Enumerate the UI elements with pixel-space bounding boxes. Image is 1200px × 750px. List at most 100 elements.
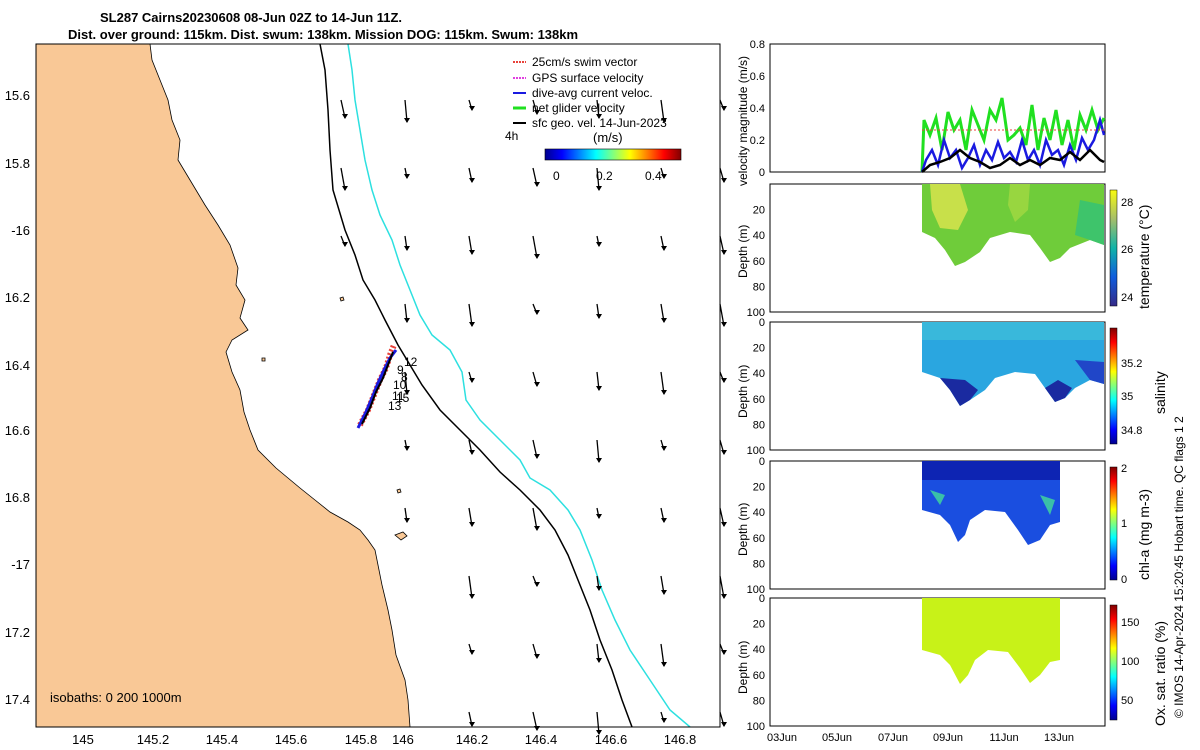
map-y-tick: 17.2 bbox=[5, 625, 30, 640]
map-y-tick: 16.6 bbox=[5, 423, 30, 438]
map-x-tick: 146.2 bbox=[456, 732, 489, 747]
isobath-200m bbox=[319, 44, 633, 727]
current-arrow-head bbox=[534, 254, 540, 259]
map-frame bbox=[35, 43, 721, 728]
current-arrow-head bbox=[661, 446, 667, 451]
current-arrow-head bbox=[404, 318, 410, 323]
track-day-label: 8 bbox=[401, 370, 408, 384]
current-arrow-head bbox=[661, 318, 667, 323]
velocity-ylabel: velocity magnitude (m/s) bbox=[736, 55, 750, 186]
time-label: 4h bbox=[505, 129, 518, 143]
salinity-ylabel: Depth (m) bbox=[736, 364, 750, 418]
current-arrow-head bbox=[342, 114, 348, 119]
land-mass bbox=[36, 44, 411, 727]
map-x-tick: 146.6 bbox=[595, 732, 628, 747]
current-arrow-head bbox=[534, 654, 540, 659]
current-arrow-head bbox=[404, 246, 410, 251]
map-x-tick: 146.4 bbox=[525, 732, 558, 747]
legend-label: net glider velocity bbox=[532, 101, 625, 115]
track-day-label: 15 bbox=[396, 391, 410, 405]
map-x-tick: 145 bbox=[72, 732, 94, 747]
surface-current-arrows bbox=[340, 99, 727, 735]
current-arrow-head bbox=[469, 450, 475, 455]
map-x-tick: 146 bbox=[392, 732, 414, 747]
track-day-label: 10 bbox=[393, 378, 407, 392]
track-day-label: 11 bbox=[392, 389, 405, 403]
current-arrow-head bbox=[596, 242, 602, 247]
current-arrow-head bbox=[469, 322, 475, 327]
colorbar-tick: 0 bbox=[553, 169, 560, 183]
colorbar-unit: (m/s) bbox=[593, 130, 623, 145]
oxygen-ylabel: Depth (m) bbox=[736, 640, 750, 694]
current-arrow-head bbox=[661, 518, 667, 523]
current-arrow-head bbox=[469, 106, 475, 111]
legend-label: sfc geo. vel. 14-Jun-2023 bbox=[532, 116, 667, 130]
map-y-tick: 16.4 bbox=[5, 358, 30, 373]
current-arrow-head bbox=[661, 662, 667, 667]
salinity-cblabel: salinity bbox=[1152, 371, 1168, 414]
track-day-label: 9 bbox=[397, 363, 404, 377]
current-arrow-head bbox=[661, 590, 667, 595]
chla-cblabel: chl-a (mg m-3) bbox=[1136, 488, 1152, 580]
current-arrow-head bbox=[469, 522, 475, 527]
current-arrow-head bbox=[469, 378, 475, 383]
legend-label: GPS surface velocity bbox=[532, 71, 643, 85]
current-arrow-head bbox=[534, 310, 540, 315]
current-arrow-head bbox=[534, 582, 540, 587]
current-arrow-head bbox=[596, 458, 602, 463]
isobath-1000m bbox=[347, 44, 691, 727]
current-arrow-head bbox=[596, 730, 602, 735]
current-arrow-head bbox=[469, 250, 475, 255]
map-y-tick: 15.6 bbox=[5, 88, 30, 103]
temperature-cblabel: temperature (°C) bbox=[1136, 204, 1152, 309]
island bbox=[339, 296, 345, 302]
current-arrow-head bbox=[721, 322, 727, 327]
current-arrow-head bbox=[469, 650, 475, 655]
plot-title-line1: SL287 Cairns20230608 08-Jun 02Z to 14-Ju… bbox=[100, 10, 403, 25]
current-arrow-head bbox=[596, 586, 602, 591]
current-arrow-head bbox=[534, 182, 540, 187]
current-arrow-head bbox=[721, 450, 727, 455]
current-arrow-head bbox=[721, 722, 727, 727]
map-y-tick: 17.4 bbox=[5, 692, 30, 707]
current-arrow-head bbox=[661, 718, 667, 723]
current-arrow-head bbox=[721, 650, 727, 655]
map-y-tick: -17 bbox=[11, 557, 30, 572]
current-arrow-head bbox=[534, 110, 540, 115]
current-arrow-head bbox=[469, 594, 475, 599]
map-y-tick: 16.2 bbox=[5, 290, 30, 305]
current-arrow-head bbox=[596, 314, 602, 319]
temperature-ylabel: Depth (m) bbox=[736, 224, 750, 278]
current-arrow-head bbox=[721, 106, 727, 111]
current-arrow-head bbox=[404, 118, 410, 123]
map-x-tick: 145.4 bbox=[206, 732, 239, 747]
credit-text: © IMOS 14-Apr-2024 15:20:45 Hobart time.… bbox=[1172, 416, 1186, 718]
current-arrow-head bbox=[404, 174, 410, 179]
current-arrow-head bbox=[661, 390, 667, 395]
current-arrow-head bbox=[721, 250, 727, 255]
current-arrow-head bbox=[661, 118, 667, 123]
legend-label: dive-avg current veloc. bbox=[532, 86, 653, 100]
current-arrow-head bbox=[721, 522, 727, 527]
map-y-axis: 15.6 15.8 -16 16.2 16.4 16.6 16.8 -17 17.2 17.4 bbox=[5, 88, 30, 707]
current-arrow-head bbox=[661, 246, 667, 251]
current-arrow-head bbox=[596, 386, 602, 391]
current-arrow-head bbox=[596, 186, 602, 191]
glider-track bbox=[356, 343, 398, 429]
map-x-tick: 145.8 bbox=[345, 732, 378, 747]
current-arrow-head bbox=[661, 174, 667, 179]
map-y-tick: -16 bbox=[11, 223, 30, 238]
current-arrow-head bbox=[469, 722, 475, 727]
map-x-tick: 145.6 bbox=[275, 732, 308, 747]
island bbox=[394, 531, 408, 541]
current-arrow-head bbox=[469, 178, 475, 183]
map-legend: 25cm/s swim vector GPS surface velocity … bbox=[505, 55, 682, 183]
current-arrow-head bbox=[534, 382, 540, 387]
plot-title-line2: Dist. over ground: 115km. Dist. swum: 13… bbox=[68, 27, 579, 42]
track-day-label: 12 bbox=[404, 355, 418, 369]
current-arrow-head bbox=[342, 186, 348, 191]
speed-colorbar bbox=[544, 148, 682, 161]
current-arrow-head bbox=[404, 446, 410, 451]
current-arrow-head bbox=[596, 114, 602, 119]
